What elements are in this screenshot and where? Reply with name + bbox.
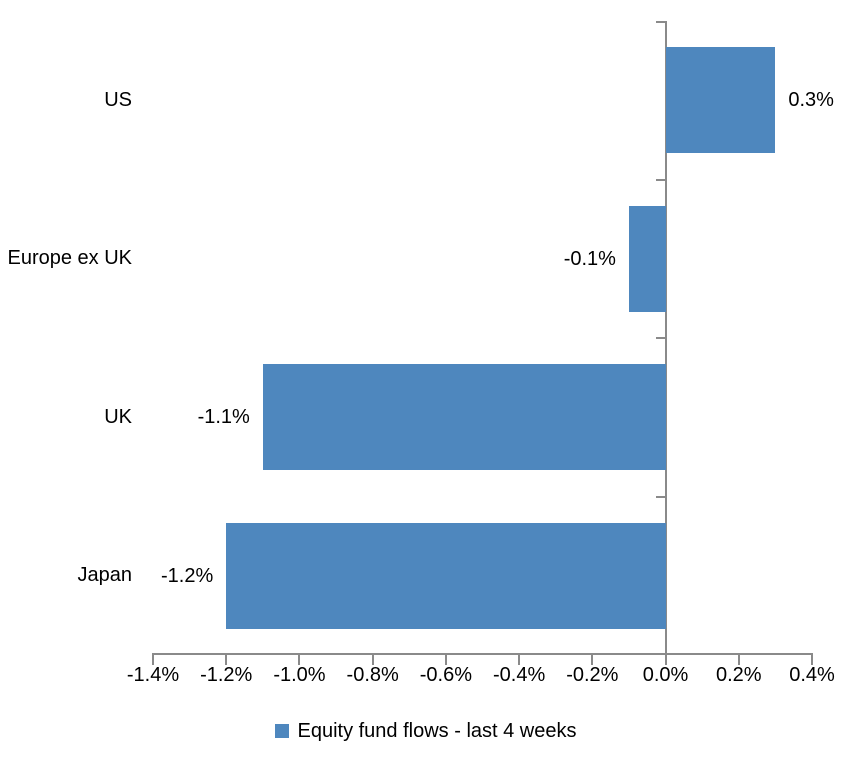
category-axis-tick — [655, 178, 665, 181]
category-axis-line — [664, 21, 667, 655]
value-axis-tick-label: 0.2% — [715, 664, 762, 686]
value-axis-tick — [664, 653, 667, 665]
value-axis-tick — [152, 653, 154, 665]
category-axis-labels: US Europe ex UK UK Japan — [0, 21, 132, 655]
value-axis-tick-label: -0.4% — [492, 664, 546, 686]
bar-japan — [226, 522, 666, 629]
value-axis-tick-label: -0.6% — [419, 664, 472, 686]
value-axis-tick — [371, 653, 374, 665]
bar-uk — [262, 364, 666, 471]
legend: Equity fund flows - last 4 weeks — [0, 717, 852, 745]
value-axis-tick-label: -0.8% — [346, 664, 399, 686]
value-axis-tick-label: -1.4% — [126, 664, 180, 686]
value-axis-tick — [737, 653, 740, 665]
category-label-japan: Japan — [77, 564, 133, 587]
category-label-uk: UK — [104, 405, 132, 428]
category-label-europe-ex-uk: Europe ex UK — [7, 247, 132, 270]
plot-area: 0.3% -0.1% -1.1% -1.2% — [152, 21, 834, 665]
value-axis-tick — [518, 653, 521, 665]
value-axis-labels: -1.4% -1.2% -1.0% -0.8% -0.6% -0.4% -0.2% 0.0% 0… — [127, 664, 835, 688]
value-label-uk: -1.1% — [197, 406, 250, 429]
value-axis-tick — [811, 653, 813, 665]
value-label-europe-ex-uk: -0.1% — [563, 247, 616, 270]
value-axis-tick-label: 0.0% — [642, 664, 689, 686]
bar-us — [665, 47, 776, 154]
category-axis-tick — [655, 21, 665, 23]
value-axis-tick-label: -0.2% — [566, 664, 619, 686]
value-label-us: 0.3% — [788, 89, 834, 112]
value-axis-tick-label: 0.4% — [789, 664, 835, 686]
category-axis-tick — [655, 495, 665, 498]
value-axis-tick-label: -1.0% — [273, 664, 326, 686]
value-axis-tick — [225, 653, 228, 665]
legend-swatch-icon — [275, 724, 290, 738]
category-axis-tick — [655, 337, 665, 339]
value-axis-tick — [444, 653, 447, 665]
value-axis-line — [153, 653, 812, 655]
value-axis-tick — [298, 653, 301, 665]
legend-label: Equity fund flows - last 4 weeks — [297, 719, 577, 742]
value-axis-tick-label: -1.2% — [200, 664, 253, 686]
value-label-japan: -1.2% — [160, 564, 214, 587]
value-axis-tick — [591, 653, 594, 665]
bar-europe-ex-uk — [628, 205, 666, 312]
category-label-us: US — [104, 88, 132, 111]
